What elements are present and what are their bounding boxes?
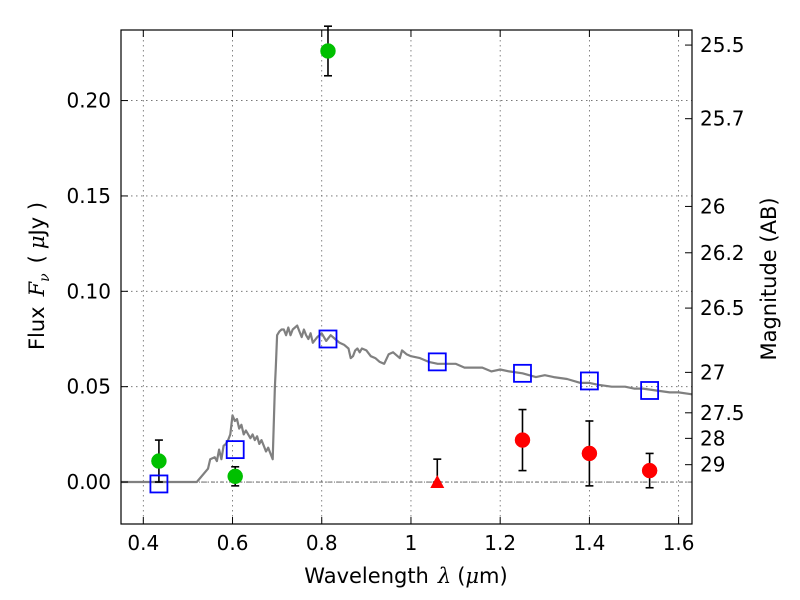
detection-point — [320, 43, 336, 59]
y-axis-title-subscript: ν — [37, 273, 53, 282]
detection-point — [581, 445, 598, 462]
y2-axis-title: Magnitude (AB) — [757, 197, 781, 360]
upper-limit-marker — [430, 475, 445, 489]
mag-tick-label: 26.2 — [700, 241, 745, 265]
model-photometry-marker — [579, 371, 599, 391]
model-photometry-marker — [513, 363, 532, 383]
mag-tick-label: 29 — [700, 453, 725, 477]
model-sed-line — [121, 324, 693, 484]
model-photometry-marker — [318, 329, 338, 349]
detection-point — [641, 462, 658, 479]
x-tick-label: 1.6 — [663, 531, 695, 555]
y-axis-title: Flux Fν ( μJy ) — [25, 202, 53, 350]
y-tick-label: 0.00 — [66, 470, 111, 494]
x-tick-label: 0.4 — [127, 531, 159, 555]
x-tick-label: 1.4 — [573, 531, 605, 555]
y-axis-title-unit: Jy ) — [25, 202, 49, 238]
mag-tick-label: 26 — [700, 194, 725, 218]
points-layer — [149, 25, 660, 494]
y-tick-label: 0.20 — [66, 89, 111, 113]
x-axis-title-mu: μ — [465, 564, 479, 588]
x-axis-title-word: Wavelength — [304, 564, 429, 588]
y-axis-title-word: Flux — [25, 306, 49, 350]
mag-tick-label: 25.7 — [700, 107, 745, 131]
mag-tick-label: 25.5 — [700, 33, 745, 57]
x-tick-label: 0.8 — [306, 531, 338, 555]
mag-tick-label: 27.5 — [700, 401, 745, 425]
sed-layer — [121, 324, 693, 484]
y-tick-label: 0.10 — [66, 279, 111, 303]
model-photometry-marker — [225, 440, 245, 460]
y-tick-label: 0.05 — [66, 375, 111, 399]
x-axis-title: Wavelength λ (μm) — [304, 564, 507, 588]
y-axis-title-symbol: F — [25, 280, 49, 297]
model-photometry-marker — [640, 381, 660, 400]
model-photometry-marker — [427, 352, 447, 372]
x-axis-title-unit: m) — [479, 564, 508, 588]
detection-point — [514, 432, 531, 448]
x-tick-label: 0.6 — [217, 531, 249, 555]
x-axis-title-symbol: λ — [437, 564, 451, 588]
mag-tick-label: 28 — [700, 426, 725, 450]
model-photometry-marker — [149, 474, 169, 494]
detection-point — [227, 468, 243, 485]
y-tick-label: 0.15 — [66, 184, 111, 208]
y-axis-title-mu: μ — [25, 235, 49, 249]
mag-tick-label: 27 — [700, 360, 725, 384]
x-axis-title-paren: ( — [457, 564, 465, 588]
axes-layer: 0.4 0.6 0.8 1 1.2 1.4 1.6 0.00 0.05 0.10 0.15 0.20 2… — [66, 29, 745, 555]
x-tick-label: 1 — [405, 531, 418, 555]
mag-tick-label: 26.5 — [700, 296, 745, 320]
grid-layer — [121, 30, 692, 524]
detection-point — [151, 453, 167, 469]
x-tick-label: 1.2 — [484, 531, 516, 555]
y-axis-title-paren: ( — [25, 255, 49, 263]
plot-frame — [120, 29, 693, 525]
